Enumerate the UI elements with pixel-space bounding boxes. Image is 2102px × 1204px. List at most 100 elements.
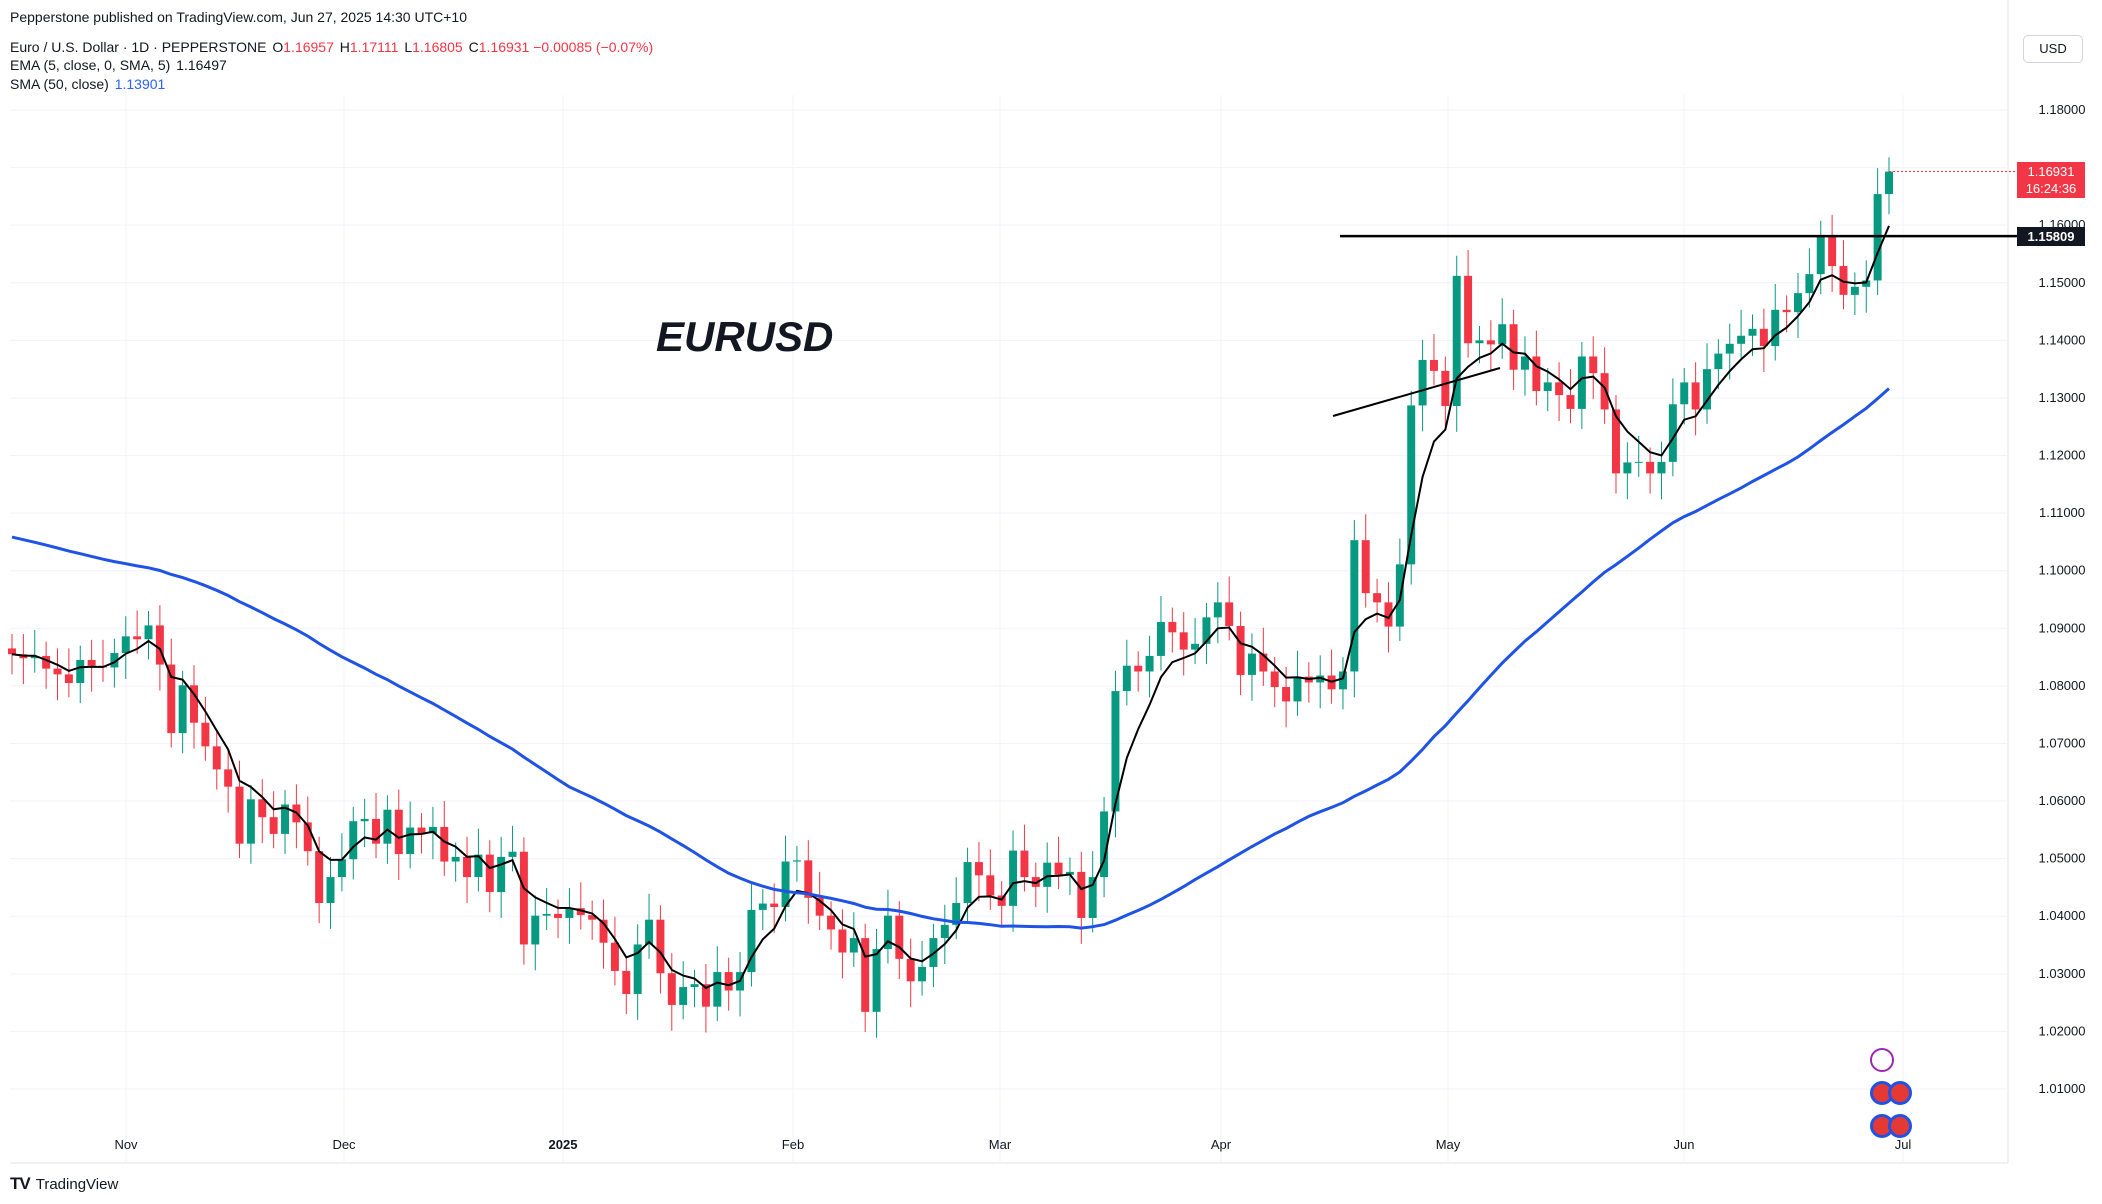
candle-body: [1156, 621, 1165, 656]
y-tick-label: 1.08000: [2039, 678, 2086, 693]
candle-body: [1316, 675, 1325, 683]
candle-body: [1179, 632, 1188, 650]
y-tick-label: 1.02000: [2039, 1023, 2086, 1038]
candle-body: [1862, 280, 1871, 287]
candle-body: [1680, 382, 1689, 405]
candle-body: [1543, 382, 1552, 392]
candle-body: [1418, 359, 1427, 406]
x-tick-label: Dec: [332, 1137, 356, 1152]
candle-body: [906, 958, 915, 982]
candle-body: [474, 854, 483, 878]
symbol-legend-row: Euro / U.S. Dollar · 1D · PEPPERSTONE O1…: [10, 39, 653, 55]
candle-body: [1771, 309, 1780, 347]
candle-body: [406, 827, 415, 855]
candle-body: [1338, 671, 1347, 690]
candle-body: [1475, 340, 1484, 344]
candle-body: [986, 875, 995, 896]
y-tick-label: 1.07000: [2039, 735, 2086, 750]
candle-body: [1885, 171, 1893, 195]
candle-body: [53, 668, 62, 675]
candle-body: [326, 877, 335, 903]
ema-line: [11, 225, 1890, 990]
candle-body: [497, 856, 506, 893]
candle-body: [747, 909, 756, 973]
candle-body: [440, 826, 449, 862]
candle-body: [1805, 274, 1814, 294]
candle-body: [1384, 602, 1393, 627]
candle-body: [1225, 602, 1234, 626]
sma-legend-row: SMA (50, close) 1.13901: [10, 76, 165, 92]
candle-body: [724, 972, 733, 991]
change-value: −0.00085 (−0.07%): [533, 39, 654, 55]
y-tick-label: 1.09000: [2039, 620, 2086, 635]
candle-body: [667, 973, 676, 1005]
candle-body: [1794, 293, 1802, 313]
candle-body: [349, 821, 358, 860]
candle-body: [940, 924, 949, 939]
y-tick-label: 1.03000: [2039, 966, 2086, 981]
candle-body: [1441, 370, 1450, 407]
sma-label[interactable]: SMA (50, close): [10, 76, 109, 92]
candle-body: [246, 799, 255, 844]
symbol-name[interactable]: Euro / U.S. Dollar · 1D · PEPPERSTONE: [10, 39, 267, 55]
resistance-price-tag: 1.15809: [2017, 227, 2085, 246]
candle-body: [519, 851, 528, 945]
close-value: 1.16931: [478, 39, 530, 55]
candle-body: [701, 984, 710, 1007]
x-tick-label: Mar: [989, 1137, 1012, 1152]
candle-body: [952, 902, 961, 925]
tradingview-watermark[interactable]: TV TradingView: [10, 1174, 118, 1194]
y-tick-label: 1.04000: [2039, 908, 2086, 923]
candle-body: [167, 664, 176, 734]
candle-body: [1520, 356, 1529, 370]
candle-body: [1088, 877, 1097, 918]
candle-body: [1134, 665, 1143, 672]
last-price-tag: 1.16931 16:24:36: [2017, 162, 2085, 198]
candle-body: [1714, 353, 1723, 370]
candle-body: [690, 984, 699, 988]
candle-body: [1737, 335, 1746, 344]
currency-button[interactable]: USD: [2023, 35, 2083, 63]
candle-body: [1839, 266, 1848, 295]
candle-body: [849, 938, 858, 953]
ema-label[interactable]: EMA (5, close, 0, SMA, 5): [10, 57, 171, 73]
candle-body: [974, 862, 983, 876]
open-value: 1.16957: [283, 39, 334, 55]
candle-body: [1634, 461, 1643, 463]
candle-body: [599, 919, 608, 943]
candle-body: [758, 903, 767, 910]
candle-body: [1259, 653, 1268, 672]
candle-body: [1282, 687, 1291, 702]
candle-body: [1100, 811, 1109, 878]
candle-body: [1452, 275, 1461, 407]
candle-body: [827, 915, 836, 930]
candle-body: [1350, 540, 1359, 672]
candle-body: [30, 655, 39, 659]
candle-body: [838, 929, 847, 953]
candle-body: [383, 809, 392, 844]
close-label: C: [468, 39, 479, 55]
candle-body: [781, 861, 790, 908]
ema-legend-row: EMA (5, close, 0, SMA, 5) 1.16497: [10, 57, 227, 73]
candle-body: [42, 655, 51, 669]
candle-body: [1213, 602, 1222, 618]
candle-body: [1816, 234, 1825, 275]
candle-body: [1236, 625, 1245, 675]
y-tick-label: 1.05000: [2039, 851, 2086, 866]
us-flag-icon[interactable]: [1888, 1114, 1912, 1138]
candle-body: [804, 860, 813, 898]
y-tick-label: 1.12000: [2039, 448, 2086, 463]
candle-body: [8, 648, 16, 655]
candle-body: [1247, 653, 1256, 675]
eu-flag-icon[interactable]: [1888, 1081, 1912, 1105]
lightning-icon[interactable]: [1870, 1048, 1894, 1072]
candle-body: [1168, 621, 1177, 633]
candle-body: [235, 786, 244, 844]
candle-body: [485, 854, 494, 893]
candle-body: [212, 746, 221, 770]
y-tick-label: 1.13000: [2039, 390, 2086, 405]
last-price-value: 1.16931: [2027, 164, 2075, 179]
candle-body: [1623, 462, 1632, 474]
candle-body: [679, 987, 688, 1005]
